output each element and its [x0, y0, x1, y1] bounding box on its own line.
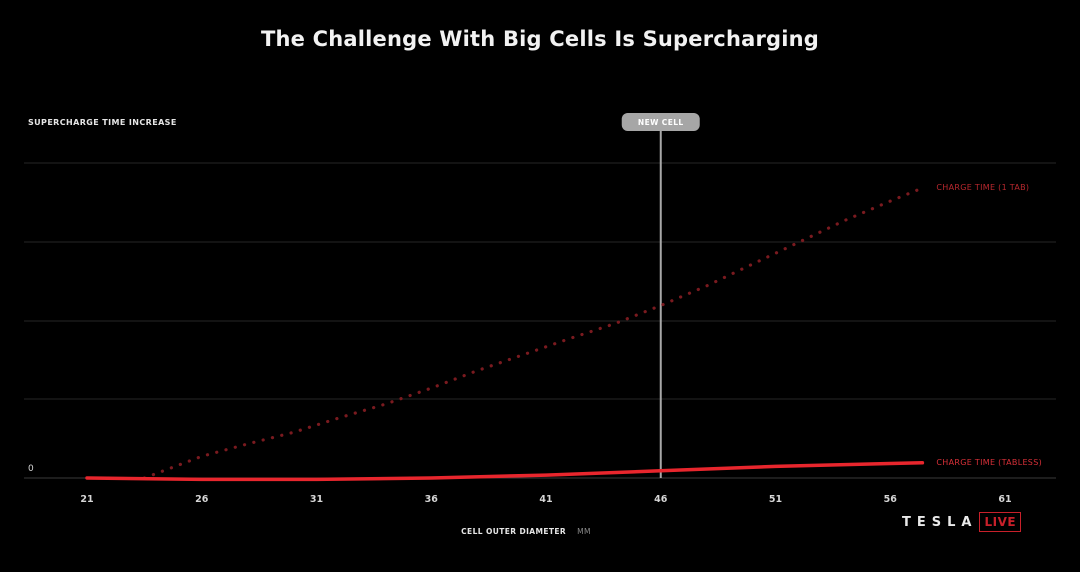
- series-line-tabless: [85, 461, 925, 482]
- new-cell-marker: NEW CELL: [621, 113, 700, 478]
- series-labels: CHARGE TIME (1 TAB) CHARGE TIME (TABLESS…: [936, 183, 1042, 467]
- y-tick-label: 0: [28, 464, 34, 474]
- x-tick-label: 21: [80, 494, 93, 505]
- x-tick-label: 36: [425, 494, 439, 505]
- tesla-wordmark: TESLA: [902, 514, 978, 530]
- series-line-1-tab: [142, 186, 925, 480]
- page-title: The Challenge With Big Cells Is Supercha…: [260, 27, 820, 51]
- series-label-1-tab: CHARGE TIME (1 TAB): [936, 183, 1029, 192]
- new-cell-badge: [621, 113, 700, 131]
- tesla-live-logo: TESLA LIVE: [902, 511, 1022, 533]
- x-tick-label: 26: [195, 494, 209, 505]
- x-axis-unit: MM: [577, 527, 591, 536]
- series-lines: [85, 186, 925, 482]
- x-tick-label: 46: [654, 494, 668, 505]
- x-tick-label: 31: [310, 494, 323, 505]
- x-tick-label: 41: [539, 494, 552, 505]
- x-tick-label: 51: [769, 494, 782, 505]
- gridlines: [24, 162, 1056, 479]
- series-label-tabless: CHARGE TIME (TABLESS): [936, 458, 1042, 467]
- live-badge: LIVE: [979, 512, 1022, 532]
- x-axis-label: CELL OUTER DIAMETER MM: [461, 527, 591, 536]
- new-cell-label: NEW CELL: [638, 118, 684, 127]
- y-tick-labels: 0: [28, 464, 34, 474]
- y-axis-label: SUPERCHARGE TIME INCREASE: [28, 118, 177, 127]
- x-tick-labels: 21 26 31 36 41 46 51 56 61: [80, 494, 1011, 505]
- x-axis-label-text: CELL OUTER DIAMETER: [461, 527, 566, 536]
- x-tick-label: 61: [998, 494, 1011, 505]
- x-tick-label: 56: [884, 494, 898, 505]
